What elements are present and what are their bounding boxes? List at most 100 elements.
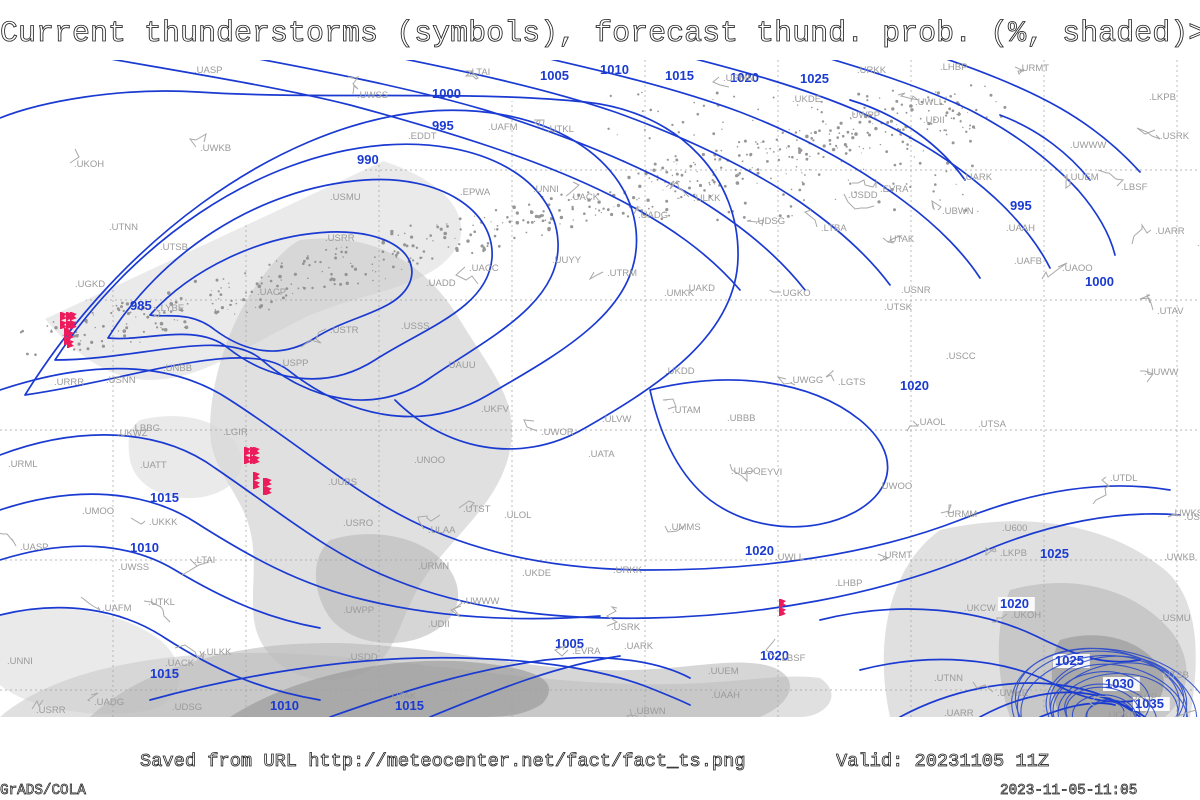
svg-text:.UGKO: .UGKO (780, 288, 811, 299)
svg-text:.UUBS: .UUBS (328, 477, 357, 488)
svg-text:.UKDD: .UKDD (665, 366, 695, 377)
svg-text:.EDDT: .EDDT (408, 131, 437, 142)
svg-text:.UGKD: .UGKD (75, 279, 105, 290)
svg-text:.UARK: .UARK (963, 172, 993, 183)
svg-text:.USMU: .USMU (1160, 613, 1191, 624)
svg-text:.URMM: .URMM (945, 509, 977, 520)
svg-text:.UWWW: .UWWW (463, 596, 499, 607)
svg-text:.UDII: .UDII (428, 619, 450, 630)
svg-text:.USNN: .USNN (106, 375, 136, 386)
svg-text:.UKOH: .UKOH (74, 159, 104, 170)
svg-text:Valid: 20231105 11Z: Valid: 20231105 11Z (836, 750, 1049, 772)
svg-text:1010: 1010 (130, 540, 159, 555)
svg-text:.URMT: .URMT (1019, 63, 1049, 74)
svg-text:.UDSG: .UDSG (172, 702, 202, 713)
svg-text:990: 990 (357, 152, 379, 167)
svg-text:.UAKD: .UAKD (686, 283, 715, 294)
svg-text:.ULKK: .ULKK (693, 193, 721, 204)
svg-text:.UTRM: .UTRM (607, 268, 637, 279)
svg-text:.UWPP: .UWPP (849, 110, 880, 121)
svg-text:.UTSB: .UTSB (160, 242, 188, 253)
svg-text:Current thunderstorms (symbols: Current thunderstorms (symbols), forecas… (0, 17, 1200, 51)
svg-text:.UNNI: .UNNI (533, 184, 559, 195)
svg-text:.USRK: .USRK (1160, 131, 1190, 142)
svg-text:.LBBG: .LBBG (132, 423, 160, 434)
svg-text:.UAAH: .UAAH (711, 690, 740, 701)
svg-text:.UWWW: .UWWW (1070, 140, 1106, 151)
svg-text:.EVRA: .EVRA (880, 184, 909, 195)
svg-text:.USRO: .USRO (343, 518, 373, 529)
svg-text:GrADS/COLA: GrADS/COLA (0, 783, 86, 799)
svg-text:.USMU: .USMU (330, 192, 361, 203)
svg-text:.UKKK: .UKKK (149, 517, 178, 528)
svg-text:.UDSG: .UDSG (755, 216, 785, 227)
svg-text:.UATT: .UATT (140, 460, 167, 471)
svg-text:.UUEM: .UUEM (1068, 172, 1099, 183)
svg-text:.URKK: .URKK (857, 65, 887, 76)
svg-text:.ULAA: .ULAA (428, 525, 456, 536)
svg-text:.URRR: .URRR (54, 377, 84, 388)
svg-text:.UTKL: .UTKL (148, 597, 175, 608)
svg-text:1015: 1015 (665, 68, 694, 83)
svg-text:.UWLL: .UWLL (915, 97, 944, 108)
svg-text:.UACK: .UACK (165, 658, 195, 669)
svg-text:.UTAK: .UTAK (887, 234, 915, 245)
svg-text:.UNOO: .UNOO (414, 455, 445, 466)
svg-text:.UMMS: .UMMS (669, 522, 701, 533)
svg-text:.LGTS: .LGTS (838, 377, 865, 388)
svg-text:.UKDE: .UKDE (522, 568, 551, 579)
svg-text:.ULOL: .ULOL (504, 510, 531, 521)
svg-text:.UNNI: .UNNI (7, 656, 33, 667)
svg-text:.UGKD: .UGKD (1106, 710, 1136, 717)
svg-text:.UTDL: .UTDL (1110, 473, 1137, 484)
svg-text:1025: 1025 (1040, 546, 1069, 561)
svg-text:.UADG: .UADG (638, 210, 668, 221)
svg-text:.UWSS: .UWSS (357, 90, 388, 101)
svg-text:.UTSA: .UTSA (978, 419, 1007, 430)
svg-text:1000: 1000 (432, 86, 461, 101)
svg-text:.UADG: .UADG (94, 697, 124, 708)
svg-text:.UACC: .UACC (469, 263, 499, 274)
svg-text:.UKOH: .UKOH (1011, 610, 1041, 621)
svg-text:.UKFV: .UKFV (481, 404, 510, 415)
svg-text:.UTNN: .UTNN (109, 222, 138, 233)
svg-text:.UWKB: .UWKB (200, 143, 231, 154)
svg-text:.URML: .URML (8, 459, 38, 470)
svg-text:.UTAK: .UTAK (389, 691, 417, 702)
svg-text:.UTAM: .UTAM (672, 405, 701, 416)
svg-text:.LYBE: .LYBE (158, 303, 184, 314)
svg-text:.UUWW: .UUWW (1144, 367, 1178, 378)
svg-text:.USRR: .USRR (36, 705, 66, 716)
svg-text:1025: 1025 (800, 71, 829, 86)
svg-text:.UADD: .UADD (426, 278, 456, 289)
svg-text:.LHBP: .LHBP (835, 578, 862, 589)
svg-text:.UUYY: .UUYY (552, 255, 582, 266)
svg-text:.UDII: .UDII (923, 115, 945, 126)
svg-text:.UARK: .UARK (624, 641, 654, 652)
svg-text:.USDD: .USDD (848, 190, 878, 201)
svg-text:.UBWN: .UBWN (634, 706, 666, 717)
svg-text:.EYVI: .EYVI (758, 467, 782, 478)
svg-text:.URKK: .URKK (613, 565, 643, 576)
svg-text:.LTAI: .LTAI (194, 555, 215, 566)
svg-text:1010: 1010 (270, 698, 299, 713)
svg-text:.UKDE: .UKDE (792, 94, 821, 105)
svg-text:.UTST: .UTST (463, 504, 491, 515)
svg-text:.USTR: .USTR (330, 325, 359, 336)
svg-text:.UAUU: .UAUU (446, 360, 476, 371)
svg-text:.USCC: .USCC (946, 351, 976, 362)
svg-text:.USPP: .USPP (280, 358, 309, 369)
svg-text:.UAOO: .UAOO (1062, 263, 1093, 274)
svg-text:.UWOR: .UWOR (541, 427, 574, 438)
svg-text:.UACP: .UACP (1128, 692, 1157, 703)
svg-text:.UKCW: .UKCW (964, 603, 996, 614)
svg-text:1030: 1030 (1105, 676, 1134, 691)
svg-text:995: 995 (1010, 198, 1032, 213)
svg-text:.UNBB: .UNBB (163, 363, 192, 374)
svg-text:.UWGG: .UWGG (790, 375, 823, 386)
svg-text:.URMN: .URMN (418, 561, 449, 572)
svg-text:.LTBA: .LTBA (821, 223, 847, 234)
svg-text:.LBSF: .LBSF (779, 653, 806, 664)
svg-text:.LBSF: .LBSF (1121, 182, 1148, 193)
svg-text:.ULVW: .ULVW (602, 414, 631, 425)
